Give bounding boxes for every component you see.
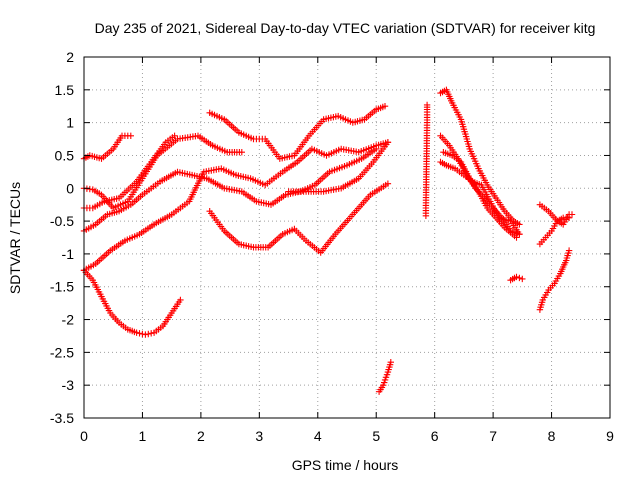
series-track-5: [80, 139, 392, 274]
data-point: [127, 132, 134, 139]
data-point: [519, 275, 526, 283]
data-point: [148, 330, 155, 337]
x-tick-label: 2: [197, 428, 205, 444]
data-point: [565, 247, 573, 254]
y-tick-label: -0.5: [50, 213, 74, 229]
marks-layer: [80, 86, 576, 395]
series-track-8: [206, 180, 392, 256]
series-track-12: [437, 86, 523, 228]
data-point: [513, 234, 520, 241]
plot-frame: [83, 56, 611, 419]
x-tick-label: 8: [548, 428, 556, 444]
x-tick-label: 1: [139, 428, 147, 444]
data-point: [387, 359, 394, 366]
y-tick-label: -1: [62, 246, 75, 262]
y-tick-label: -3: [62, 377, 75, 393]
data-point: [145, 330, 152, 338]
series-track-11: [422, 101, 431, 219]
series-track-19: [536, 201, 576, 228]
series-track-6: [80, 267, 184, 338]
y-tick-label: -2: [62, 312, 75, 328]
x-tick-label: 4: [314, 428, 322, 444]
series-track-3: [80, 132, 245, 212]
series-track-4: [80, 145, 380, 235]
y-tick-label: 1: [66, 115, 74, 131]
data-point: [381, 379, 388, 386]
data-point: [516, 274, 523, 282]
series-track-9: [285, 139, 392, 195]
series-track-18: [536, 247, 573, 313]
data-point: [133, 329, 140, 336]
data-point: [384, 139, 392, 146]
data-point: [177, 296, 184, 304]
y-tick-label: 0.5: [55, 147, 75, 163]
data-point: [171, 132, 178, 139]
y-tick-label: -2.5: [50, 344, 74, 360]
data-point: [238, 149, 245, 156]
series-track-10: [375, 359, 394, 395]
series-track-16: [507, 273, 526, 284]
y-tick-label: -3.5: [50, 410, 74, 426]
x-tick-label: 5: [372, 428, 380, 444]
data-point: [513, 273, 520, 281]
x-tick-label: 6: [431, 428, 439, 444]
grid-layer: [84, 57, 610, 418]
series-track-15: [440, 149, 520, 241]
y-axis-title: SDTVAR / TECUs: [7, 182, 23, 294]
x-tick-label: 0: [80, 428, 88, 444]
data-point: [516, 231, 523, 238]
x-tick-label: 7: [489, 428, 497, 444]
data-point: [381, 103, 389, 110]
y-tick-label: -1.5: [50, 279, 74, 295]
y-tick-label: 1.5: [55, 82, 75, 98]
x-axis-title: GPS time / hours: [292, 457, 399, 473]
y-tick-label: 0: [66, 180, 74, 196]
y-tick-label: 2: [66, 49, 74, 65]
data-point: [142, 331, 149, 338]
data-point: [384, 180, 392, 187]
chart-title: Day 235 of 2021, Sidereal Day-to-day VTE…: [95, 20, 596, 36]
data-point: [422, 212, 430, 219]
data-point: [139, 330, 146, 338]
data-point: [136, 330, 143, 337]
data-point: [568, 211, 576, 218]
ticks-layer: 0 1 2 3 4 5 6 7 8 9 2 1.5 1 0.5 0 -0.5 -1 -1.5 -2 -2.5 -3 -3.…: [50, 49, 614, 444]
series-track-7: [206, 103, 389, 162]
x-tick-label: 9: [606, 428, 614, 444]
x-tick-label: 3: [255, 428, 263, 444]
data-point: [516, 221, 523, 228]
